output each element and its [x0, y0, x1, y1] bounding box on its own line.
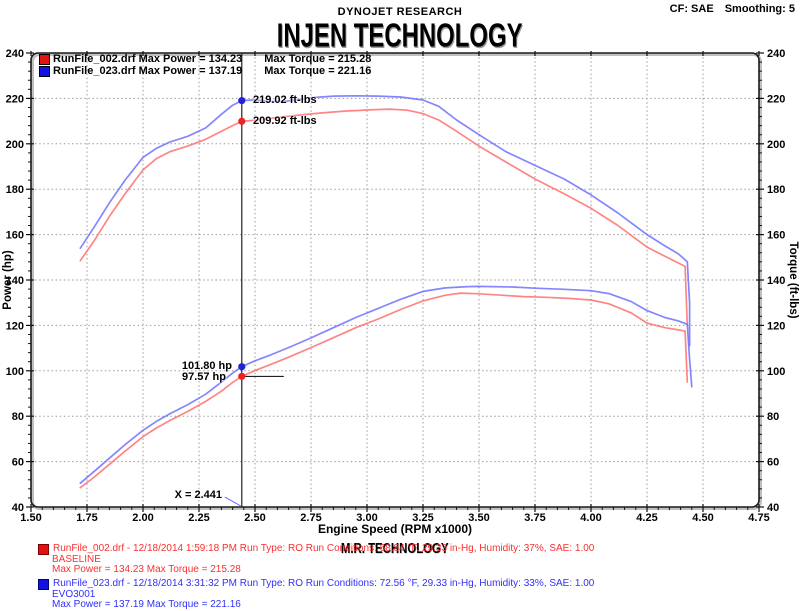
run2-maxvalues: Max Power = 137.19 Max Torque = 221.16 — [52, 599, 241, 611]
graph-title: INJEN TECHNOLOGY — [277, 16, 523, 55]
cursor-point-marker[interactable] — [238, 363, 246, 371]
svg-text:2.25: 2.25 — [188, 512, 209, 524]
y-axis-title-torque: Torque (ft-lbs) — [787, 241, 799, 318]
run1-maxtorque: Max Torque = 215.28 — [264, 53, 372, 65]
curve-hp — [79, 292, 689, 489]
svg-text:220: 220 — [767, 93, 785, 105]
svg-text:120: 120 — [767, 320, 785, 332]
legend-row-run2: RunFile_023.drf Max Power = 137.19 Max T… — [39, 64, 372, 78]
svg-text:200: 200 — [767, 139, 785, 151]
legend: RunFile_002.drf Max Power = 134.23 Max T… — [39, 53, 372, 78]
svg-text:2.00: 2.00 — [132, 512, 153, 524]
cursor-point-marker[interactable] — [238, 372, 246, 380]
svg-text:140: 140 — [767, 275, 785, 287]
svg-text:240: 240 — [767, 48, 785, 60]
y-axis-title-power: Power (hp) — [2, 250, 14, 310]
svg-text:3.75: 3.75 — [524, 512, 545, 524]
curve-hp — [79, 285, 693, 485]
run2-conditions: RunFile_023.drf - 12/18/2014 3:31:32 PM … — [53, 578, 595, 590]
run2-color-swatch — [39, 65, 50, 77]
correction-smoothing-readout: CF: SAE Smoothing: 5 — [670, 3, 795, 15]
secondary-brand: M.R. TECHNOLOGY — [341, 539, 449, 557]
run2-maxtorque: Max Torque = 221.16 — [264, 64, 372, 77]
svg-text:4.00: 4.00 — [580, 512, 601, 524]
svg-text:2.75: 2.75 — [300, 512, 321, 524]
run1-color-swatch — [39, 54, 50, 66]
svg-text:80: 80 — [12, 411, 24, 423]
svg-text:220: 220 — [6, 93, 24, 105]
cursor-value-power-run1: 97.57 hp — [181, 371, 226, 383]
svg-text:3.25: 3.25 — [412, 512, 433, 524]
cursor-value-torque-run2: 219.02 ft-lbs — [253, 94, 317, 106]
legend-row-run1: RunFile_002.drf Max Power = 134.23 Max T… — [39, 53, 372, 66]
cursor-label-leader — [224, 496, 242, 507]
svg-text:180: 180 — [6, 184, 24, 196]
svg-text:60: 60 — [12, 457, 24, 469]
run1-details: RunFile_002.drf - 12/18/2014 1:59:18 PM … — [38, 544, 594, 576]
svg-text:120: 120 — [6, 320, 24, 332]
run1-footer-swatch — [38, 544, 49, 555]
svg-text:180: 180 — [767, 184, 785, 196]
axis-minor-ticks — [28, 61, 762, 510]
cursor-point-marker[interactable] — [238, 97, 246, 105]
x-axis-title: Engine Speed (RPM x1000) — [317, 522, 473, 536]
cursor-x-readout: X = 2.441 — [174, 489, 222, 501]
svg-text:3.00: 3.00 — [356, 512, 377, 524]
cursor-value-power-run2: 101.80 hp — [181, 360, 232, 372]
curve-ft-lbs — [79, 108, 689, 327]
run2-footer-swatch — [38, 579, 49, 590]
svg-text:3.50: 3.50 — [468, 512, 489, 524]
cursor-value-torque-run1: 209.92 ft-lbs — [253, 115, 317, 127]
run1-maxvalues: Max Power = 134.23 Max Torque = 215.28 — [52, 564, 241, 576]
svg-text:4.75: 4.75 — [748, 512, 769, 524]
svg-text:1.50: 1.50 — [20, 512, 41, 524]
svg-text:4.25: 4.25 — [636, 512, 657, 524]
cf-mode-label: CF: SAE — [669, 3, 714, 15]
plot-frame-shadow — [31, 53, 762, 510]
smoothing-label: Smoothing: 5 — [724, 3, 795, 15]
svg-text:2.50: 2.50 — [244, 512, 265, 524]
svg-text:240: 240 — [6, 48, 24, 60]
svg-text:40: 40 — [767, 502, 779, 514]
svg-text:200: 200 — [6, 139, 24, 151]
run2-name-maxpower: RunFile_023.drf Max Power = 137.19 — [53, 64, 243, 77]
run2-details: RunFile_023.drf - 12/18/2014 3:31:32 PM … — [38, 579, 594, 611]
svg-text:40: 40 — [12, 502, 24, 514]
axis-ticks — [26, 51, 764, 512]
app-header-brand: DYNOJET RESEARCH — [337, 6, 463, 18]
svg-text:100: 100 — [6, 366, 24, 378]
run1-conditions: RunFile_002.drf - 12/18/2014 1:59:18 PM … — [53, 543, 595, 555]
run2-title: EVO3001 — [52, 589, 96, 600]
run1-title: BASELINE — [52, 554, 101, 565]
curve-ft-lbs — [79, 94, 691, 347]
svg-text:160: 160 — [6, 230, 24, 242]
gridlines — [31, 53, 759, 507]
svg-text:140: 140 — [6, 275, 24, 287]
svg-text:100: 100 — [767, 366, 785, 378]
run1-name-maxpower: RunFile_002.drf Max Power = 134.23 — [53, 53, 243, 65]
svg-text:160: 160 — [767, 230, 785, 242]
svg-text:1.75: 1.75 — [76, 512, 97, 524]
svg-text:60: 60 — [767, 457, 779, 469]
svg-text:4.50: 4.50 — [692, 512, 713, 524]
cursor-point-marker[interactable] — [238, 117, 246, 125]
tick-labels: 1.50 1.75 2.00 2.25 2.50 2.75 3.00 3.25 3.50 3.75… — [6, 48, 786, 524]
svg-text:80: 80 — [767, 411, 779, 423]
